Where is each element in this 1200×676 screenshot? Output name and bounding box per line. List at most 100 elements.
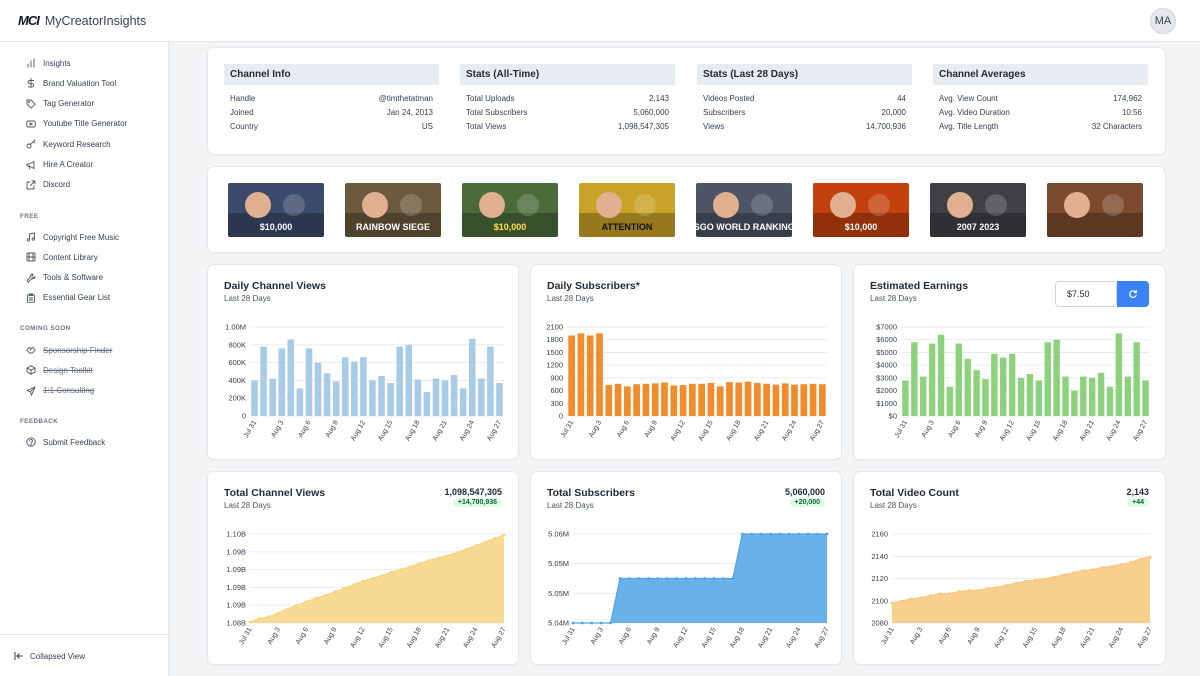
bar[interactable] xyxy=(754,382,761,416)
bar[interactable] xyxy=(459,388,467,416)
bar[interactable] xyxy=(378,375,385,416)
bar[interactable] xyxy=(1133,342,1140,416)
bar[interactable] xyxy=(633,384,640,416)
bar[interactable] xyxy=(496,383,503,416)
bar[interactable] xyxy=(1071,390,1078,416)
data-point[interactable] xyxy=(1072,571,1075,575)
data-point[interactable] xyxy=(919,596,923,600)
bar[interactable] xyxy=(955,343,963,416)
bar[interactable] xyxy=(1000,357,1007,416)
data-point[interactable] xyxy=(609,621,613,625)
data-point[interactable] xyxy=(806,532,810,536)
data-point[interactable] xyxy=(1148,555,1152,559)
data-point[interactable] xyxy=(890,601,894,605)
sidebar-item-keyword-research[interactable]: Keyword Research xyxy=(26,137,111,151)
bar[interactable] xyxy=(679,385,687,416)
data-point[interactable] xyxy=(248,620,252,624)
data-point[interactable] xyxy=(703,577,707,580)
bar[interactable] xyxy=(332,381,340,416)
data-point[interactable] xyxy=(276,611,280,615)
bar[interactable] xyxy=(387,383,394,416)
video-thumbnail[interactable]: RAINBOW SIEGE xyxy=(345,183,441,237)
data-point[interactable] xyxy=(267,615,271,619)
data-point[interactable] xyxy=(995,586,999,589)
video-thumbnail[interactable] xyxy=(1047,183,1143,237)
bar[interactable] xyxy=(763,383,770,416)
collapsed-view-button[interactable]: Collapsed View xyxy=(14,651,85,661)
data-point[interactable] xyxy=(483,540,487,544)
data-point[interactable] xyxy=(712,577,716,580)
data-point[interactable] xyxy=(399,568,402,571)
bar[interactable] xyxy=(642,383,650,416)
avatar[interactable]: MA xyxy=(1150,8,1176,34)
bar[interactable] xyxy=(287,339,295,416)
data-point[interactable] xyxy=(693,577,697,580)
bar[interactable] xyxy=(791,384,798,416)
bar[interactable] xyxy=(251,380,258,416)
bar[interactable] xyxy=(698,383,705,416)
data-point[interactable] xyxy=(352,583,355,587)
data-point[interactable] xyxy=(464,547,468,551)
bar[interactable] xyxy=(341,357,349,416)
bar[interactable] xyxy=(937,334,945,416)
bar[interactable] xyxy=(689,383,696,416)
data-point[interactable] xyxy=(976,589,980,592)
data-point[interactable] xyxy=(295,603,299,607)
bar[interactable] xyxy=(902,380,909,416)
data-point[interactable] xyxy=(825,532,829,536)
bar[interactable] xyxy=(586,335,594,416)
bar[interactable] xyxy=(1008,353,1016,416)
data-point[interactable] xyxy=(816,532,819,536)
video-thumbnail[interactable]: ATTENTION xyxy=(579,183,675,237)
data-point[interactable] xyxy=(797,532,801,536)
data-point[interactable] xyxy=(646,577,650,580)
sidebar-item-youtube-title-generator[interactable]: Youtube Title Generator xyxy=(26,117,127,131)
bar[interactable] xyxy=(1017,377,1025,416)
sidebar-item-tag-generator[interactable]: Tag Generator xyxy=(26,97,94,111)
data-point[interactable] xyxy=(787,532,791,536)
data-point[interactable] xyxy=(436,556,440,560)
sidebar-item-insights[interactable]: Insights xyxy=(26,56,71,70)
data-point[interactable] xyxy=(1014,581,1018,585)
data-point[interactable] xyxy=(590,621,594,625)
data-point[interactable] xyxy=(502,533,506,537)
bar[interactable] xyxy=(351,361,358,416)
data-point[interactable] xyxy=(731,577,735,580)
data-point[interactable] xyxy=(1005,583,1009,587)
bar[interactable] xyxy=(772,384,780,416)
sidebar-item-hire-a-creator[interactable]: Hire A Creator xyxy=(26,158,93,172)
video-thumbnail[interactable]: 2007 2023 xyxy=(930,183,1026,237)
video-thumbnail[interactable]: CSGO WORLD RANKINGS xyxy=(696,183,792,237)
bar[interactable] xyxy=(1035,380,1043,416)
data-point[interactable] xyxy=(1129,560,1133,564)
data-point[interactable] xyxy=(675,577,678,580)
data-point[interactable] xyxy=(947,592,951,596)
data-point[interactable] xyxy=(286,607,290,611)
bar[interactable] xyxy=(1053,339,1060,416)
bar[interactable] xyxy=(577,333,585,416)
bar[interactable] xyxy=(1026,374,1034,416)
bar[interactable] xyxy=(735,382,743,416)
sidebar-item-submit-feedback[interactable]: Submit Feedback xyxy=(26,435,105,449)
bar[interactable] xyxy=(478,378,485,416)
bar[interactable] xyxy=(946,386,954,416)
data-point[interactable] xyxy=(684,577,688,580)
bar[interactable] xyxy=(323,373,331,416)
data-point[interactable] xyxy=(305,600,308,604)
data-point[interactable] xyxy=(474,544,478,547)
bar[interactable] xyxy=(305,348,313,416)
data-point[interactable] xyxy=(928,594,932,598)
bar[interactable] xyxy=(1115,333,1123,416)
video-thumbnail[interactable]: $10,000 xyxy=(813,183,909,237)
app-logo[interactable]: MCI MyCreatorInsights xyxy=(18,13,146,28)
data-point[interactable] xyxy=(722,577,725,580)
bar[interactable] xyxy=(1106,386,1114,416)
data-point[interactable] xyxy=(1110,565,1114,568)
bar[interactable] xyxy=(991,353,998,416)
data-point[interactable] xyxy=(323,594,327,597)
data-point[interactable] xyxy=(408,565,412,569)
bar[interactable] xyxy=(441,380,449,416)
sidebar-item-content-library[interactable]: Content Library xyxy=(26,250,98,264)
data-point[interactable] xyxy=(493,537,496,540)
bar[interactable] xyxy=(468,338,476,416)
